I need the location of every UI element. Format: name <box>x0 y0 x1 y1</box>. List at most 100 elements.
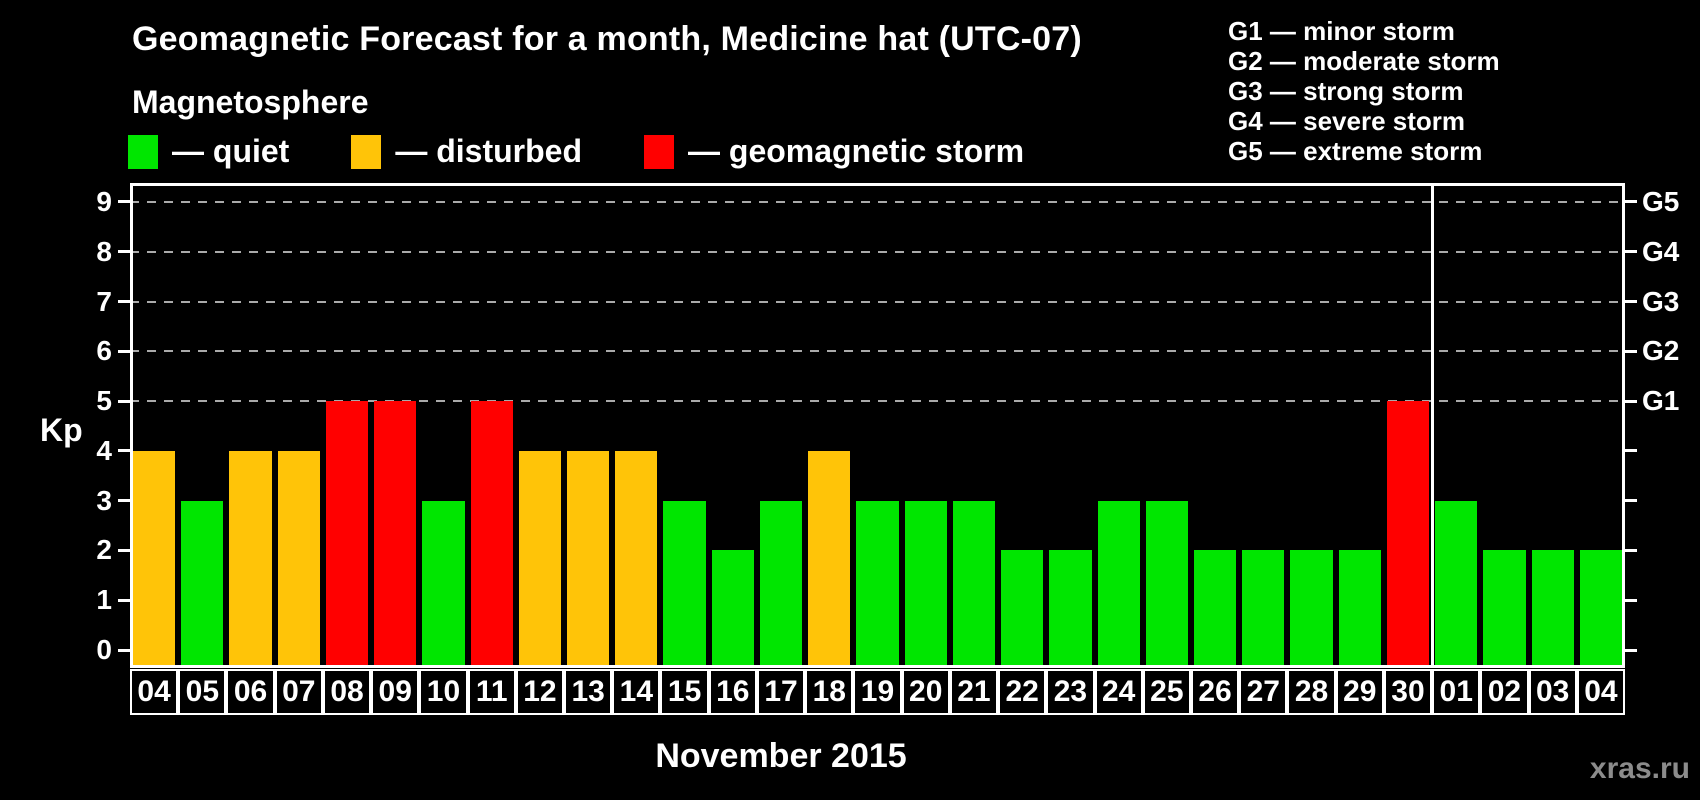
legend-label-disturbed: — disturbed <box>395 133 582 169</box>
y-tick-right-3 <box>1625 499 1637 503</box>
kp-bar-day-25 <box>1145 500 1188 668</box>
kp-bar-day-30 <box>1386 401 1430 668</box>
kp-bar-day-16 <box>711 550 754 668</box>
y-tick-left-3 <box>118 499 130 503</box>
kp-bar-day-13 <box>567 450 610 668</box>
gridline-kp6 <box>130 350 1625 353</box>
y-tick-label-4: 4 <box>96 434 112 466</box>
storm-swatch <box>644 134 674 169</box>
kp-bar-day-21 <box>952 500 996 668</box>
g-axis-label-g2: G2 <box>1642 335 1680 367</box>
plot-area <box>130 183 1625 668</box>
g-legend-line-4: G4 — severe storm <box>1228 106 1466 136</box>
day-label-27: 27 <box>1239 669 1288 715</box>
kp-bar-day-10 <box>422 500 465 668</box>
y-tick-label-9: 9 <box>96 185 112 217</box>
kp-bar-day-06 <box>229 450 272 668</box>
day-label-05: 05 <box>178 669 227 715</box>
x-axis-title: November 2015 <box>655 737 907 775</box>
day-label-26: 26 <box>1190 669 1240 715</box>
y-tick-left-2 <box>118 548 130 552</box>
kp-bar-day-05 <box>181 500 224 668</box>
g-axis-label-g1: G1 <box>1642 385 1680 417</box>
y-tick-label-2: 2 <box>96 534 112 566</box>
gridline-kp7 <box>130 300 1625 303</box>
day-label-19: 19 <box>853 669 902 715</box>
y-tick-left-8 <box>118 250 130 254</box>
day-label-29: 29 <box>1335 669 1384 715</box>
day-label-20: 20 <box>901 669 950 715</box>
magnetosphere-legend-heading: Magnetosphere <box>132 84 369 120</box>
kp-bar-day-17 <box>759 500 803 668</box>
legend-label-quiet: — quiet <box>172 133 290 169</box>
kp-bar-day-22 <box>1001 550 1044 668</box>
gridline-kp9 <box>130 200 1625 203</box>
day-label-25: 25 <box>1142 669 1191 715</box>
kp-bar-day-28 <box>1290 550 1333 668</box>
day-label-07: 07 <box>274 669 323 715</box>
y-tick-label-8: 8 <box>96 235 112 267</box>
kp-bar-day-15 <box>663 500 706 668</box>
day-label-17: 17 <box>756 669 806 715</box>
legend-item-storm: — geomagnetic storm <box>644 133 1024 170</box>
day-label-06: 06 <box>226 669 275 715</box>
kp-bar-day-24 <box>1097 500 1140 668</box>
g-legend-line-1: G1 — minor storm <box>1228 16 1455 46</box>
y-tick-label-5: 5 <box>96 385 112 417</box>
y-tick-left-4 <box>118 449 130 453</box>
y-tick-right-0 <box>1625 648 1637 652</box>
day-label-03-dec: 03 <box>1528 669 1577 715</box>
y-tick-left-9 <box>118 200 130 204</box>
kp-bar-day-11 <box>470 401 513 668</box>
y-tick-right-1 <box>1625 598 1637 602</box>
y-tick-right-2 <box>1625 548 1637 552</box>
day-label-22: 22 <box>998 669 1047 715</box>
day-label-23: 23 <box>1046 669 1095 715</box>
kp-bar-day-26 <box>1193 550 1237 668</box>
kp-bar-day-09 <box>374 401 417 668</box>
day-label-02-dec: 02 <box>1480 669 1529 715</box>
y-tick-left-5 <box>118 399 130 403</box>
day-label-04-dec: 04 <box>1576 669 1625 715</box>
gridline-kp5 <box>130 400 1625 403</box>
day-label-12: 12 <box>515 669 565 715</box>
g-scale-legend: G1 — minor storm G2 — moderate storm G3 — … <box>1228 16 1500 166</box>
day-label-09: 09 <box>371 669 420 715</box>
y-tick-right-5 <box>1625 399 1637 403</box>
y-tick-label-0: 0 <box>96 634 112 665</box>
kp-bar-day-14 <box>615 450 658 668</box>
day-label-14: 14 <box>612 669 661 715</box>
day-label-10: 10 <box>419 669 468 715</box>
kp-bar-day-27 <box>1242 550 1285 668</box>
day-label-18: 18 <box>805 669 854 715</box>
disturbed-swatch <box>351 134 382 169</box>
gridline-kp8 <box>130 250 1625 253</box>
kp-bar-day-04 <box>133 450 176 668</box>
g-legend-line-3: G3 — strong storm <box>1228 76 1464 106</box>
quiet-swatch <box>128 134 158 169</box>
y-tick-left-7 <box>118 300 130 304</box>
y-tick-label-3: 3 <box>96 484 112 516</box>
day-label-24: 24 <box>1094 669 1143 715</box>
kp-bar-day-23 <box>1049 550 1092 668</box>
y-tick-right-7 <box>1625 300 1637 304</box>
kp-bar-day-07 <box>277 450 320 668</box>
magnetosphere-legend: — quiet — disturbed — geomagnetic storm <box>128 133 1024 170</box>
month-separator-line <box>1430 183 1434 668</box>
day-label-16: 16 <box>708 669 757 715</box>
day-label-04: 04 <box>130 669 179 715</box>
y-tick-right-8 <box>1625 250 1637 254</box>
day-label-28: 28 <box>1287 669 1336 715</box>
kp-bar-day-03-dec <box>1531 550 1574 668</box>
kp-bar-day-04-dec <box>1579 550 1622 668</box>
kp-bar-day-19 <box>856 500 899 668</box>
y-tick-left-0 <box>118 648 130 652</box>
watermark: xras.ru <box>1589 752 1690 785</box>
day-label-30: 30 <box>1383 669 1433 715</box>
g-axis-label-g5: G5 <box>1642 185 1680 217</box>
kp-bar-day-08 <box>325 401 369 668</box>
kp-bar-day-29 <box>1338 550 1381 668</box>
day-label-21: 21 <box>949 669 999 715</box>
y-tick-left-6 <box>118 349 130 353</box>
